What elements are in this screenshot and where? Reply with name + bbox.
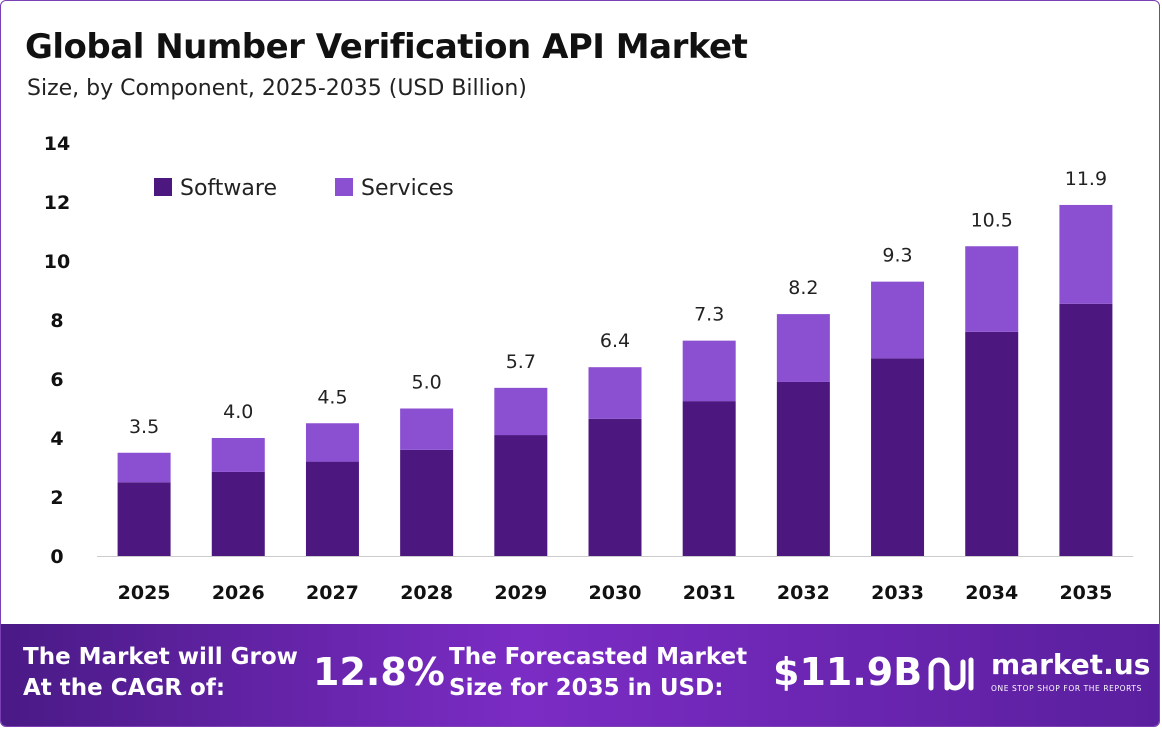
bar-total-label: 11.9 [1065,168,1107,190]
y-tick-label: 0 [50,546,63,568]
y-tick-label: 14 [44,133,70,155]
bar-software-2027 [305,461,359,556]
cagr-value: 12.8% [313,650,445,694]
bar-software-2030 [588,418,642,556]
bar-chart: 0 2 4 6 8 10 12 14 3.5 2025 4.0 2026 4.5 2027 5.0 2028 5… [44,133,1133,604]
bar-software-2029 [494,435,548,556]
chart-title: Global Number Verification API Market [25,27,748,67]
bar-services-2025 [117,452,171,483]
bar-total-label: 4.5 [317,386,347,408]
brand-tagline: ONE STOP SHOP FOR THE REPORTS [991,684,1142,693]
footer-banner: The Market will Grow At the CAGR of: 12.… [1,624,1159,726]
bar-total-label: 5.7 [506,351,536,373]
bar-total-label: 7.3 [694,304,724,326]
y-tick-label: 12 [44,192,70,214]
bar-total-label: 4.0 [223,401,253,423]
x-tick-label: 2028 [400,582,453,604]
bar-services-2033 [871,281,925,359]
market-us-logo-icon [928,657,974,691]
x-tick-label: 2029 [494,582,547,604]
y-tick-label: 8 [50,310,63,332]
bar-total-label: 10.5 [971,209,1013,231]
x-tick-label: 2025 [118,582,171,604]
legend-swatch-software [154,178,172,196]
cagr-label-line2: At the CAGR of: [23,675,226,701]
bar-software-2025 [117,482,171,556]
bar-software-2033 [871,358,925,556]
bar-services-2029 [494,387,548,436]
x-tick-label: 2030 [589,582,642,604]
bar-total-label: 5.0 [412,372,442,394]
y-tick-label: 10 [44,251,70,273]
forecast-label-line1: The Forecasted Market [449,644,748,670]
x-tick-label: 2032 [777,582,830,604]
bar-total-label: 8.2 [788,277,818,299]
y-tick-label: 6 [50,369,63,391]
brand-name: market.us [991,648,1151,681]
forecast-value: $11.9B [773,650,923,694]
forecast-label-line2: Size for 2035 in USD: [449,675,724,701]
x-tick-label: 2031 [683,582,736,604]
chart-subtitle: Size, by Component, 2025-2035 (USD Billi… [27,76,527,101]
bar-software-2034 [965,331,1019,556]
bar-services-2027 [305,423,359,462]
y-tick-label: 2 [50,487,63,509]
bar-services-2028 [400,408,454,450]
bar-services-2031 [682,340,736,402]
cagr-label-line1: The Market will Grow [23,644,298,670]
legend-swatch-services [335,178,353,196]
x-tick-label: 2026 [212,582,265,604]
bar-services-2026 [211,438,265,472]
bar-software-2031 [682,401,736,556]
bar-services-2030 [588,367,642,419]
bar-services-2035 [1059,204,1113,304]
bar-software-2028 [400,449,454,556]
bar-services-2034 [965,246,1019,332]
x-tick-label: 2034 [965,582,1018,604]
bar-software-2032 [776,381,830,556]
legend-label-services: Services [361,176,454,201]
bar-total-label: 3.5 [129,416,159,438]
bar-software-2035 [1059,303,1113,556]
bar-services-2032 [776,314,830,382]
bar-software-2026 [211,471,265,556]
forecast-label: The Forecasted Market Size for 2035 in U… [449,642,747,704]
y-tick-label: 4 [50,428,63,450]
x-tick-label: 2027 [306,582,359,604]
x-tick-label: 2035 [1059,582,1112,604]
cagr-label: The Market will Grow At the CAGR of: [23,642,298,704]
x-tick-label: 2033 [871,582,924,604]
legend-label-software: Software [180,176,277,201]
bar-total-label: 6.4 [600,330,630,352]
bar-total-label: 9.3 [882,245,912,267]
